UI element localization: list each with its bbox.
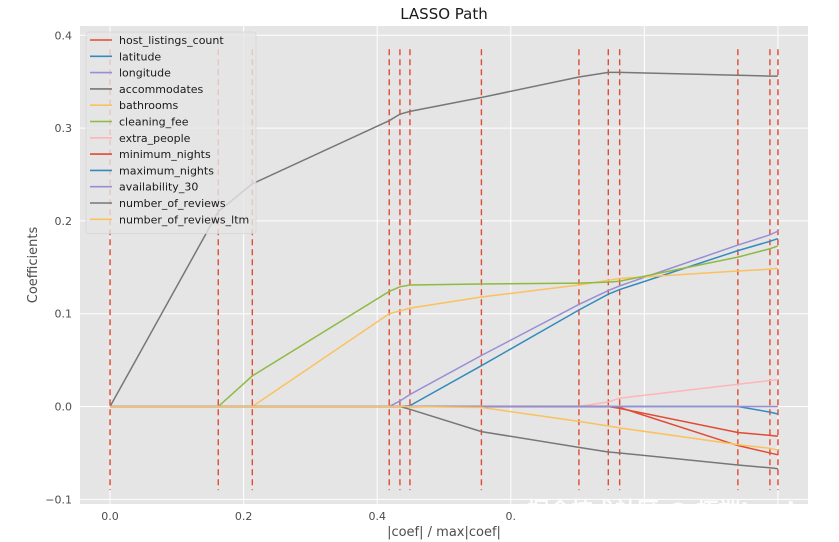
- series-line-cleaning-fee: [110, 245, 779, 408]
- x-tick-label: 0.: [506, 510, 517, 523]
- legend-label: extra_people: [119, 132, 191, 145]
- legend-label: number_of_reviews_ltm: [119, 213, 249, 226]
- legend-label: cleaning_fee: [119, 116, 189, 129]
- y-tick-label: 0.1: [55, 308, 73, 321]
- legend-label: bathrooms: [119, 99, 178, 112]
- legend-label: latitude: [119, 50, 161, 63]
- watermark-subtext: CSDN @拓端研究室: [718, 522, 828, 537]
- legend-label: number_of_reviews: [119, 197, 226, 210]
- legend-label: maximum_nights: [119, 164, 214, 177]
- x-tick-label: 0.2: [235, 510, 253, 523]
- y-tick-label: 0.4: [55, 29, 73, 42]
- x-tick-label: 0.4: [368, 510, 386, 523]
- y-axis-label: Coefficients: [26, 227, 41, 304]
- x-axis-label: |coef| / max|coef|: [387, 525, 501, 540]
- x-tick-label: 0.0: [101, 510, 119, 523]
- legend-label: longitude: [119, 67, 171, 80]
- y-tick-label: −0.1: [45, 493, 72, 506]
- chart-title: LASSO Path: [400, 5, 488, 23]
- tick-labels: 0.0 0.2 0.4 0. −0.1 0.0 0.1 0.2 0.3 0.4: [45, 29, 516, 523]
- legend-box: [85, 31, 257, 234]
- y-tick-label: 0.3: [55, 122, 73, 135]
- watermark-text: 掘金技术社区 @ 拓端tecdat: [527, 498, 820, 524]
- series-line-number-of-reviews-ltm: [110, 405, 779, 451]
- legend-label: minimum_nights: [119, 148, 211, 161]
- series-lines: [109, 71, 779, 470]
- legend-label: accommodates: [119, 83, 204, 96]
- y-tick-label: 0.2: [55, 215, 73, 228]
- legend-label: host_listings_count: [119, 34, 224, 47]
- legend-label: availability_30: [119, 181, 198, 194]
- y-tick-label: 0.0: [55, 401, 73, 414]
- legend: host_listings_count latitude longitude acco…: [85, 31, 257, 234]
